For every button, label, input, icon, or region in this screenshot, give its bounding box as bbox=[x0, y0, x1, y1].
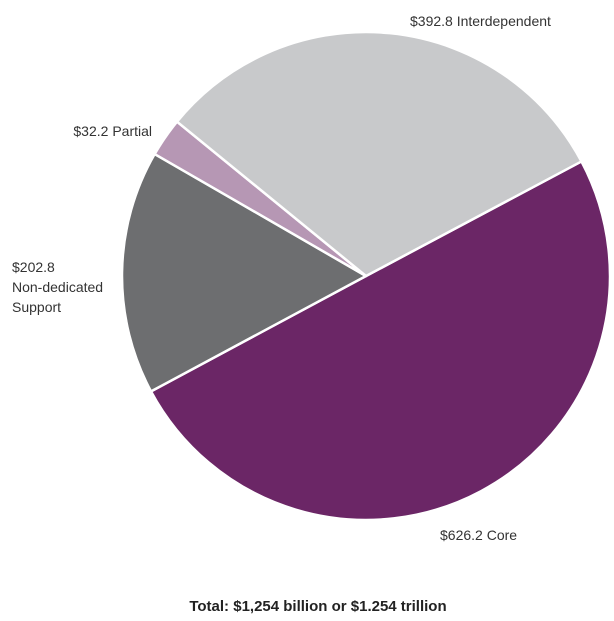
pie-slices bbox=[120, 30, 612, 522]
slice-label-line: Support bbox=[12, 299, 61, 315]
slice-label-line: $392.8 Interdependent bbox=[410, 13, 551, 29]
slice-label-partial: $32.2 Partial bbox=[73, 123, 152, 139]
slice-label-line: $626.2 Core bbox=[440, 527, 517, 543]
slice-label-line: $32.2 Partial bbox=[73, 123, 152, 139]
slice-label-line: $202.8 bbox=[12, 259, 55, 275]
slice-label-non-dedicated-support: $202.8 Non-dedicated Support bbox=[12, 259, 103, 315]
slice-labels: $626.2 Core $202.8 Non-dedicated Support $32… bbox=[12, 13, 551, 543]
pie-slice-core bbox=[149, 160, 612, 522]
slice-label-line: Non-dedicated bbox=[12, 279, 103, 295]
pie-slice-non-dedicated-support bbox=[120, 152, 368, 393]
slice-label-core: $626.2 Core bbox=[440, 527, 517, 543]
pie-slice-interdependent bbox=[175, 30, 583, 278]
total-caption: Total: $1,254 billion or $1.254 trillion bbox=[189, 598, 446, 615]
slice-label-interdependent: $392.8 Interdependent bbox=[410, 13, 551, 29]
